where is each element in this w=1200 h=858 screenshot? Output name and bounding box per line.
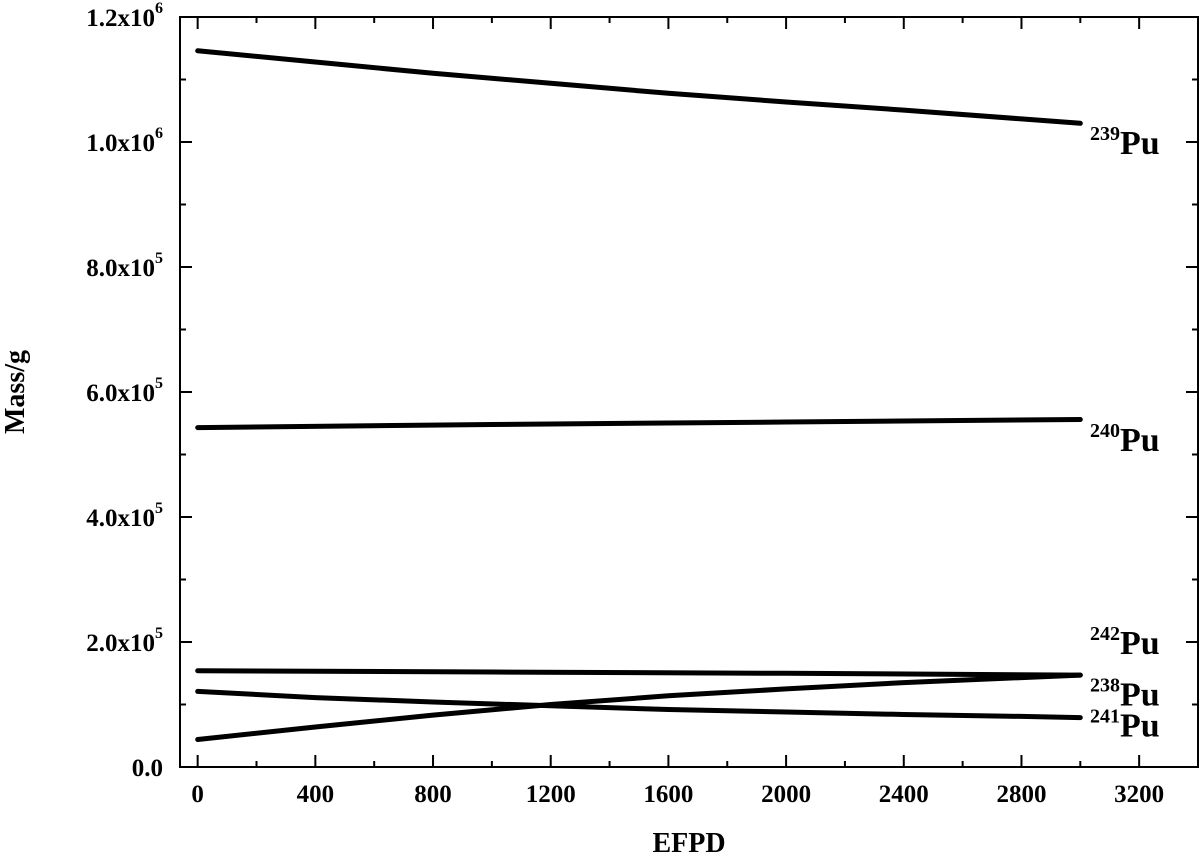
y-tick-label: 1.2x106 [86, 0, 163, 32]
y-tick-label: 1.0x106 [86, 125, 163, 157]
y-tick-label: 4.0x105 [86, 500, 163, 532]
series-line-239-pu [195, 48, 1083, 126]
series-label-239-pu: 239Pu [1090, 123, 1160, 162]
x-tick-labels: 0 400 800 1200 1600 2000 2400 2800 3200 [191, 781, 1164, 808]
y-tick-labels: 0.0 2.0x105 4.0x105 6.0x105 8.0x105 1.0x106 1.… [86, 0, 163, 782]
x-tick-label: 1200 [526, 781, 576, 808]
series-line-242-pu [195, 668, 1083, 678]
x-tick-label: 2400 [879, 781, 929, 808]
series-line-238-pu [195, 672, 1083, 742]
series-line-241-pu [195, 688, 1083, 721]
x-tick-label: 800 [414, 781, 452, 808]
x-tick-label: 400 [297, 781, 335, 808]
y-tick-label: 2.0x105 [86, 625, 163, 657]
y-tick-label: 6.0x105 [86, 375, 163, 407]
x-tick-label: 3200 [1114, 781, 1164, 808]
x-axis-title: EFPD [652, 828, 725, 858]
series-layer [195, 48, 1083, 742]
plot-frame [179, 16, 1199, 768]
y-tick-label: 8.0x105 [86, 250, 163, 282]
y-tick-label: 0.0 [132, 755, 163, 782]
y-axis-title: Mass/g [0, 350, 31, 434]
x-tick-label: 0 [191, 781, 204, 808]
series-label-241-pu: 241Pu [1090, 706, 1160, 745]
series-line-240-pu [195, 417, 1083, 431]
series-label-240-pu: 240Pu [1090, 420, 1160, 459]
x-tick-label: 2800 [996, 781, 1046, 808]
x-tick-label: 2000 [761, 781, 811, 808]
series-label-238-pu: 238Pu [1090, 674, 1160, 713]
ticks-layer [180, 16, 1198, 768]
x-tick-label: 1600 [643, 781, 693, 808]
series-label-242-pu: 242Pu [1090, 623, 1160, 662]
